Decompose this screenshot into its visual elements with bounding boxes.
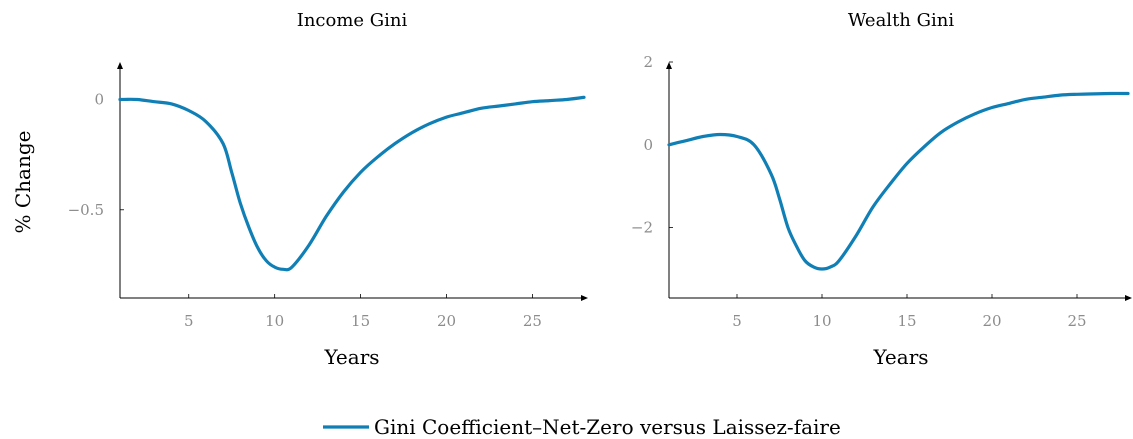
income-y-axis-arrow [117, 62, 123, 69]
wealth-x-tick-label: 15 [897, 312, 916, 330]
income-gini-series-line [118, 95, 586, 272]
income-ticks: 5 10 15 20 25 0 −0.5 [68, 90, 542, 330]
wealth-x-axis-arrow [1125, 295, 1132, 301]
wealth-x-tick-label: 5 [732, 312, 742, 330]
income-x-axis-arrow [581, 295, 588, 301]
wealth-gini-series-line [667, 91, 1130, 271]
wealth-x-tick-label: 10 [812, 312, 831, 330]
income-x-tick-label: 20 [437, 312, 456, 330]
wealth-y-tick-label: 0 [643, 136, 653, 154]
wealth-x-axis-label: Years [872, 345, 928, 369]
legend-label: Gini Coefficient–Net-Zero versus Laissez… [374, 415, 841, 439]
wealth-y-axis-arrow [666, 62, 672, 69]
income-gini-title: Income Gini [297, 10, 408, 31]
wealth-x-tick-label: 20 [982, 312, 1001, 330]
income-x-tick-label: 10 [265, 312, 284, 330]
income-y-tick-label: 0 [94, 90, 104, 108]
income-x-axis-label: Years [323, 345, 379, 369]
wealth-y-tick-label: 2 [643, 53, 653, 71]
income-y-tick-label: −0.5 [68, 201, 104, 219]
income-y-axis-label: % Change [11, 131, 35, 234]
income-x-tick-label: 5 [184, 312, 194, 330]
wealth-gini-title: Wealth Gini [848, 10, 954, 31]
legend: Gini Coefficient–Net-Zero versus Laissez… [323, 415, 841, 439]
income-x-tick-label: 15 [351, 312, 370, 330]
income-x-tick-label: 25 [523, 312, 542, 330]
income-gini-panel: Income Gini 5 10 15 20 25 0 −0.5 Years % Chang… [11, 10, 588, 369]
wealth-y-tick-label: −2 [631, 219, 653, 237]
wealth-x-tick-label: 25 [1067, 312, 1086, 330]
